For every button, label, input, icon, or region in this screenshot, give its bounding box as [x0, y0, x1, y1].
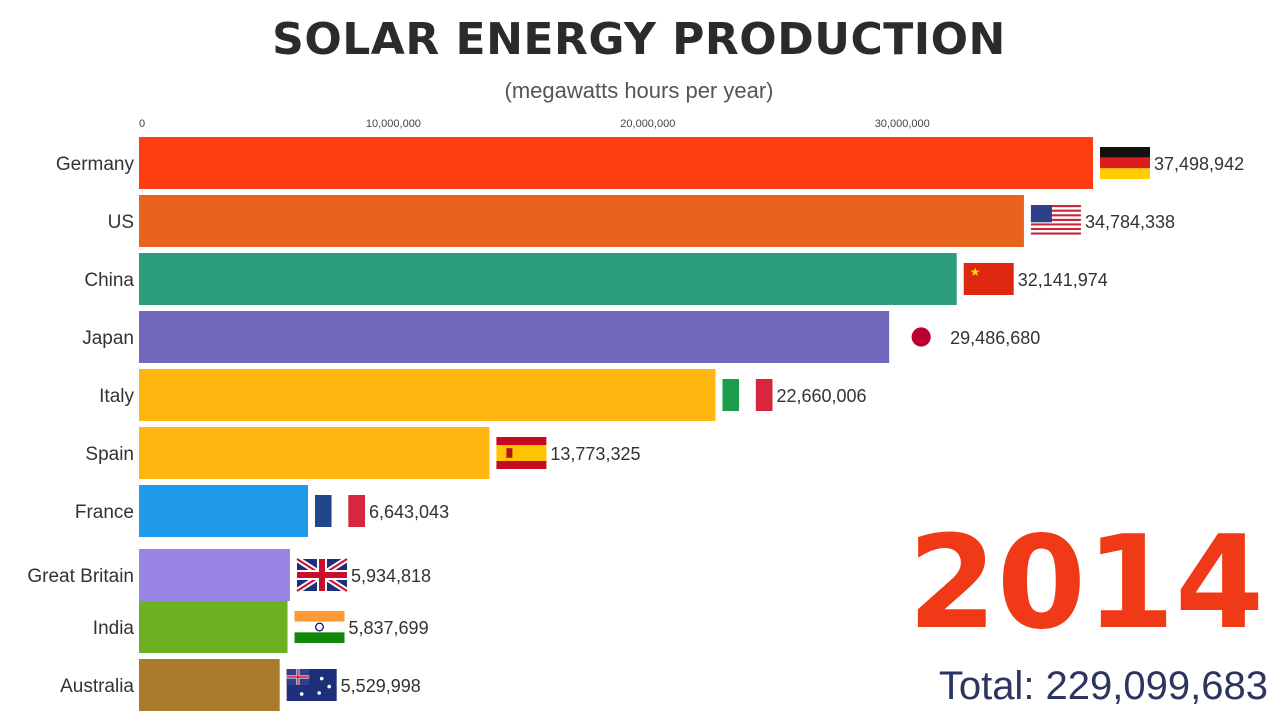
x-tick-label: 0	[139, 118, 145, 130]
category-label: Australia	[60, 676, 134, 697]
value-label: 32,141,974	[1018, 270, 1108, 290]
bar	[139, 369, 716, 421]
flag-india-icon	[294, 611, 345, 643]
bar	[139, 195, 1024, 247]
flag-spain-icon	[496, 437, 547, 469]
category-label: France	[75, 502, 134, 523]
year-label: 2014	[907, 509, 1264, 658]
category-label: China	[84, 270, 134, 291]
value-label: 37,498,942	[1154, 154, 1244, 174]
flag-uk-icon	[295, 556, 349, 594]
category-label: Japan	[82, 328, 134, 349]
flag-australia-icon	[286, 669, 337, 701]
total-label: Total: 229,099,683	[938, 664, 1268, 708]
value-label: 5,837,699	[349, 618, 429, 638]
x-tick-label: 30,000,000	[875, 118, 930, 130]
bar	[139, 659, 280, 711]
category-label: Italy	[99, 386, 134, 407]
value-label: 29,486,680	[950, 328, 1040, 348]
svg-text:★: ★	[970, 265, 981, 279]
category-label: Spain	[85, 444, 134, 465]
value-label: 6,643,043	[369, 502, 449, 522]
category-label: Great Britain	[27, 566, 134, 587]
category-label: India	[93, 618, 135, 639]
flag-france-icon	[315, 495, 366, 527]
bar	[139, 485, 309, 537]
flag-italy-icon	[722, 379, 773, 411]
flag-germany-icon	[1100, 147, 1150, 179]
value-label: 5,934,818	[351, 566, 431, 586]
value-label: 5,529,998	[341, 676, 421, 696]
category-label: Germany	[56, 154, 135, 175]
bar	[139, 311, 890, 363]
flag-china-icon: ★	[963, 263, 1014, 295]
chart-title: SOLAR ENERGY PRODUCTION	[272, 14, 1006, 65]
x-tick-label: 20,000,000	[620, 118, 675, 130]
value-label: 13,773,325	[550, 444, 640, 464]
category-label: US	[108, 212, 134, 233]
bar	[139, 549, 290, 601]
bar	[139, 137, 1093, 189]
bar	[139, 253, 957, 305]
value-label: 34,784,338	[1085, 212, 1175, 232]
flag-japan-icon	[896, 321, 947, 353]
bar	[139, 427, 490, 479]
value-label: 22,660,006	[776, 386, 866, 406]
flag-us-icon	[1030, 205, 1081, 237]
chart-subtitle: (megawatts hours per year)	[504, 78, 774, 103]
bar	[139, 601, 288, 653]
x-tick-label: 10,000,000	[366, 118, 421, 130]
